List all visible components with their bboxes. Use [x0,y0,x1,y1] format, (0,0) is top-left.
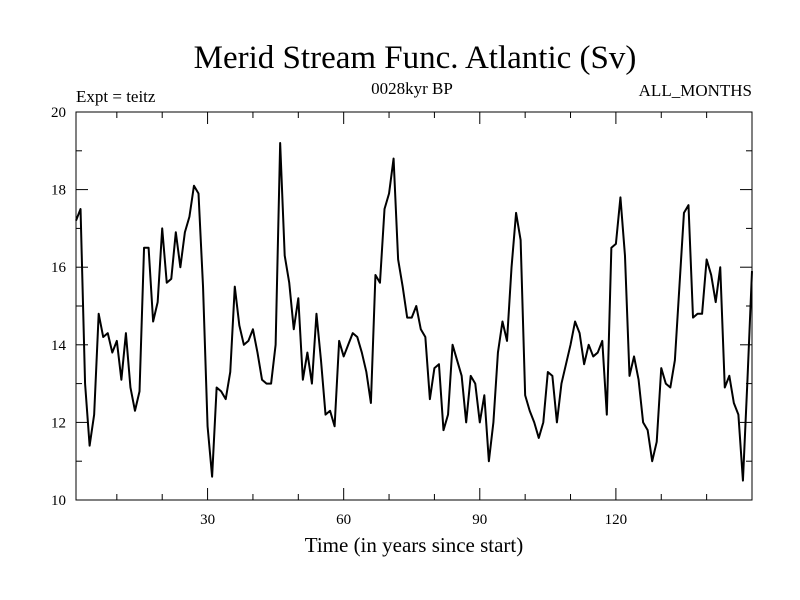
x-tick-label: 60 [336,512,351,528]
y-tick-label: 18 [51,183,66,199]
x-tick-label: 30 [200,512,215,528]
plot-frame [75,111,753,501]
series-line [75,142,753,482]
axis-tick-labels: 30 60 90 120 10 12 14 16 18 20 [51,105,627,528]
series-layer [75,142,753,482]
x-tick-label: 120 [605,512,628,528]
y-tick-label: 12 [51,415,66,431]
axis-ticks [76,111,752,501]
x-axis-label: Time (in years since start) [305,533,524,557]
y-tick-label: 14 [51,338,67,354]
experiment-label: Expt = teitz [76,87,156,106]
chart-title: Merid Stream Func. Atlantic (Sv) [194,40,637,76]
y-tick-label: 10 [51,493,66,509]
x-tick-label: 90 [472,512,487,528]
months-label: ALL_MONTHS [639,81,752,100]
period-label: 0028kyr BP [371,79,453,98]
y-tick-label: 20 [51,105,66,121]
y-tick-label: 16 [51,260,67,276]
